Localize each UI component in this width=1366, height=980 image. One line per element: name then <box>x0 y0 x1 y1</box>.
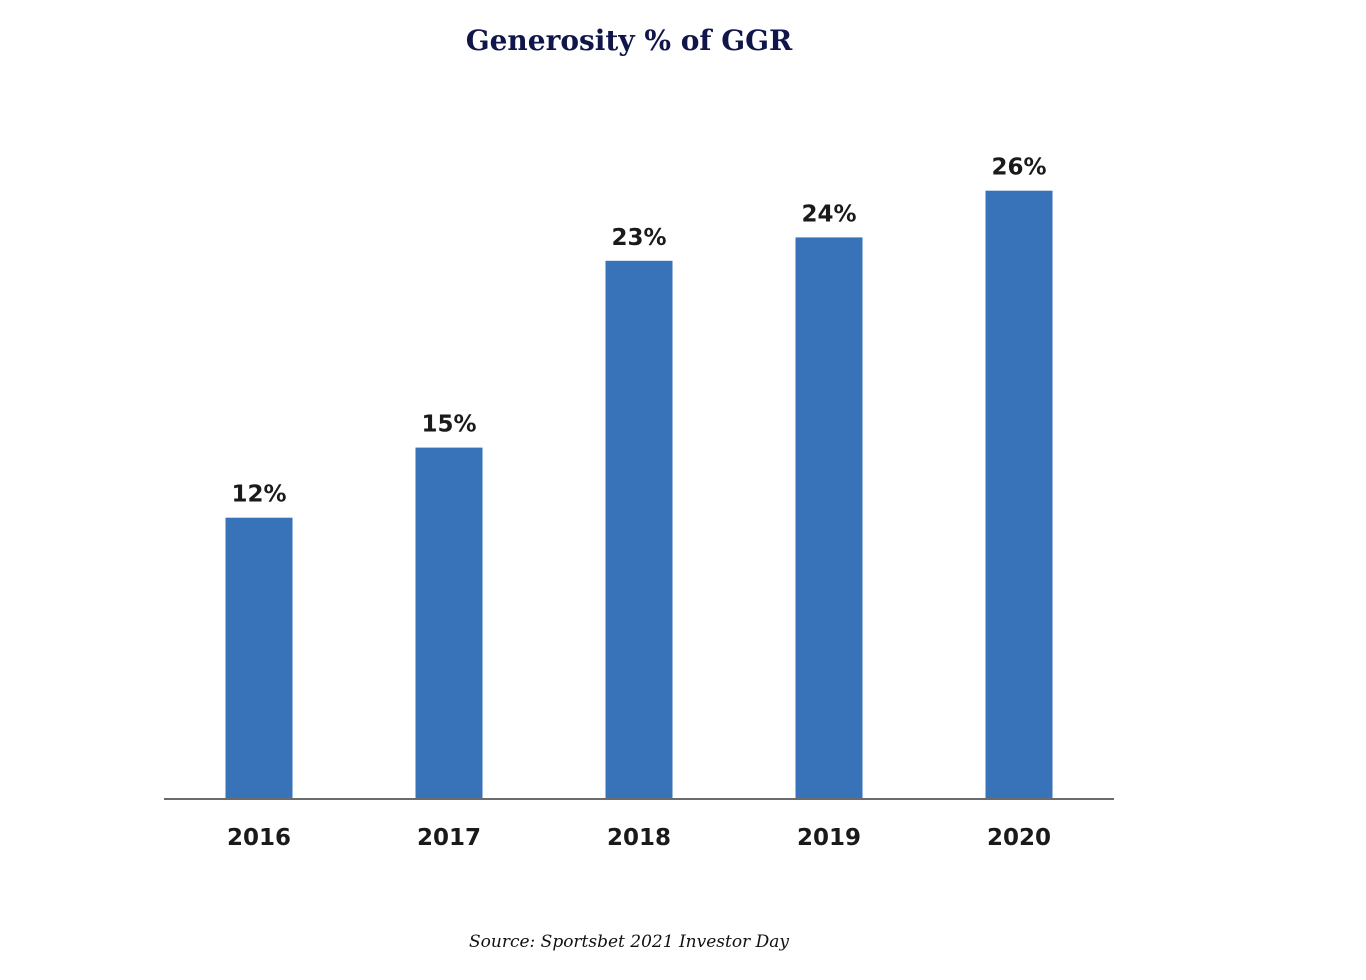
bar-2016 <box>225 517 293 798</box>
bar-2020 <box>985 190 1053 798</box>
chart-title: Generosity % of GGR <box>465 24 793 57</box>
bar-2019 <box>795 237 863 798</box>
tick-labels-group: 2016 2017 2018 2019 2020 <box>227 825 1051 851</box>
x-tick-label-2020: 2020 <box>987 825 1051 851</box>
x-tick-label-2017: 2017 <box>417 825 481 851</box>
bar-2017 <box>415 447 483 798</box>
value-label-2017: 15% <box>421 412 476 438</box>
value-label-2020: 26% <box>991 155 1046 181</box>
x-tick-label-2019: 2019 <box>797 825 861 851</box>
value-label-2019: 24% <box>801 201 856 227</box>
x-tick-label-2018: 2018 <box>607 825 671 851</box>
value-label-2018: 23% <box>611 225 666 251</box>
x-tick-label-2016: 2016 <box>227 825 291 851</box>
source-note: Source: Sportsbet 2021 Investor Day <box>469 932 789 952</box>
bar-2018 <box>605 260 673 798</box>
value-labels-group: 12% 15% 23% 24% 26% <box>231 155 1046 508</box>
value-label-2016: 12% <box>231 482 286 508</box>
bars-group <box>225 190 1053 798</box>
